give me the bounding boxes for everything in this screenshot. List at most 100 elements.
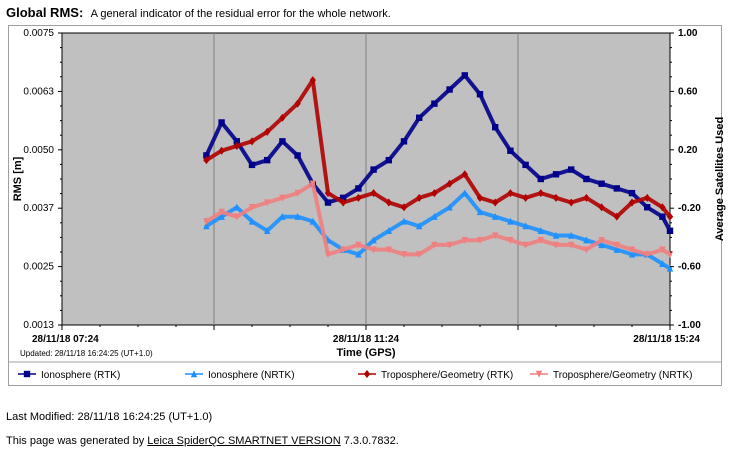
- x-tick-label: 28/11/18 15:24: [633, 334, 700, 345]
- data-point: [355, 193, 362, 202]
- data-point: [666, 251, 674, 259]
- data-point: [355, 185, 362, 192]
- data-point: [476, 208, 484, 216]
- y-tick-label: 0.0025: [23, 262, 54, 273]
- data-point: [248, 161, 256, 169]
- data-point: [644, 204, 651, 211]
- data-point: [233, 142, 240, 151]
- data-point: [461, 72, 468, 79]
- data-point: [340, 198, 347, 207]
- data-point: [248, 137, 256, 146]
- legend-item: Troposphere/Geometry (RTK): [358, 370, 513, 381]
- y2-tick-label: -1.00: [678, 320, 701, 331]
- y-tick-label: 0.0037: [23, 203, 54, 214]
- series-1: [203, 72, 674, 235]
- data-point: [522, 161, 529, 169]
- data-point: [294, 189, 301, 197]
- data-point: [583, 236, 590, 244]
- data-point: [203, 222, 210, 230]
- data-point: [628, 189, 636, 197]
- data-point: [233, 213, 240, 221]
- data-point: [431, 212, 438, 220]
- data-point: [613, 185, 620, 192]
- data-point: [507, 237, 514, 245]
- data-point: [492, 212, 499, 220]
- y-axis-title: RMS [m]: [12, 156, 24, 201]
- data-point: [461, 170, 468, 179]
- y2-axis-title: Average Satellites Used: [714, 117, 726, 241]
- data-point: [628, 246, 636, 254]
- data-point: [613, 212, 620, 221]
- generated-prefix: This page was generated by: [6, 435, 145, 447]
- data-point: [370, 236, 377, 244]
- data-point: [400, 138, 408, 145]
- generated-line: This page was generated by Leica SpiderQ…: [6, 435, 399, 447]
- data-point: [264, 156, 271, 164]
- data-point: [507, 217, 514, 225]
- data-point: [446, 86, 453, 93]
- data-point: [446, 241, 453, 249]
- data-point: [446, 179, 453, 188]
- data-point: [218, 146, 225, 155]
- data-point: [644, 193, 651, 202]
- data-point: [218, 208, 225, 216]
- data-point: [233, 138, 240, 145]
- data-point: [370, 189, 377, 198]
- data-point: [476, 193, 484, 202]
- data-point: [324, 199, 332, 206]
- spiderqc-link[interactable]: Leica SpiderQC SMARTNET VERSION: [147, 435, 341, 447]
- data-point: [659, 259, 666, 267]
- data-point: [522, 241, 529, 249]
- axes: 0.0075 0.0063 0.0050 0.0037 0.0025 0.0013 1.00…: [12, 28, 726, 359]
- data-point: [666, 227, 674, 235]
- data-point: [400, 217, 408, 225]
- data-point: [461, 237, 468, 245]
- data-point: [492, 232, 499, 240]
- data-point: [598, 241, 605, 249]
- data-point: [248, 204, 256, 212]
- data-point: [613, 241, 620, 249]
- data-point: [583, 193, 590, 202]
- series-3: [203, 76, 674, 221]
- data-point: [264, 127, 271, 136]
- x-tick-label: 28/11/18 11:24: [333, 334, 400, 345]
- data-point: [583, 175, 590, 183]
- chart-header: Global RMS: A general indicator of the r…: [6, 5, 391, 20]
- legend-swatch-marker: [23, 370, 31, 378]
- data-point: [537, 189, 544, 198]
- data-point: [400, 203, 408, 212]
- data-point: [552, 231, 560, 239]
- chart-description: A general indicator of the residual erro…: [90, 8, 391, 20]
- data-point: [644, 251, 651, 259]
- data-point: [355, 241, 362, 249]
- data-point: [507, 189, 514, 198]
- data-point: [385, 246, 392, 254]
- data-point: [522, 222, 529, 230]
- data-point: [659, 203, 666, 212]
- data-point: [203, 152, 210, 159]
- y2-tick-label: -0.60: [678, 262, 701, 273]
- data-point: [537, 227, 544, 235]
- data-point: [203, 156, 210, 165]
- data-point: [385, 227, 392, 235]
- data-point: [568, 166, 575, 173]
- data-point: [492, 198, 499, 207]
- data-point: [400, 251, 408, 259]
- data-point: [370, 166, 377, 173]
- data-point: [431, 100, 438, 107]
- data-point: [264, 199, 271, 207]
- x-axis-title: Time (GPS): [336, 347, 395, 359]
- legend-swatch-marker: [535, 370, 543, 378]
- data-point: [416, 251, 423, 259]
- legend-label: Troposphere/Geometry (NRTK): [553, 370, 693, 381]
- data-point: [461, 189, 468, 197]
- series-layer: [203, 72, 674, 272]
- y2-tick-label: 1.00: [678, 28, 698, 39]
- legend-label: Ionosphere (NRTK): [208, 370, 295, 381]
- data-point: [583, 246, 590, 254]
- data-point: [309, 217, 316, 225]
- data-point: [340, 246, 347, 254]
- data-point: [416, 222, 423, 230]
- data-point: [628, 250, 636, 258]
- data-point: [431, 241, 438, 249]
